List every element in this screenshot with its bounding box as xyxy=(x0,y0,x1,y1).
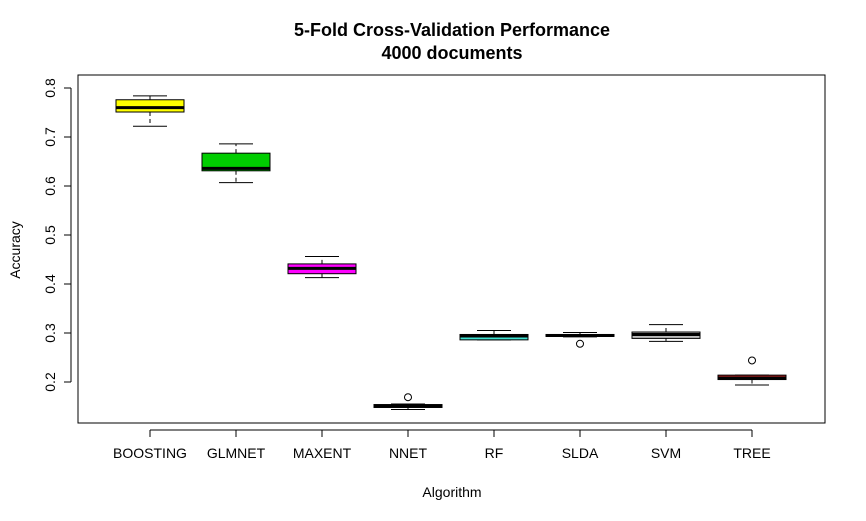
y-tick-label: 0.6 xyxy=(42,176,58,196)
chart-title: 5-Fold Cross-Validation Performance xyxy=(294,20,610,40)
x-axis: BOOSTING GLMNET MAXENT NNET RF SLDA SVM TREE xyxy=(113,429,771,461)
y-tick-label: 0.4 xyxy=(42,274,58,294)
box-svm xyxy=(631,324,701,342)
box-slda xyxy=(545,332,615,348)
plot-frame xyxy=(77,74,826,424)
outlier-point xyxy=(404,393,412,402)
y-tick-label: 0.3 xyxy=(42,323,58,343)
y-tick-label: 0.8 xyxy=(42,78,58,98)
y-tick-label: 0.5 xyxy=(42,225,58,245)
x-tick-label: SVM xyxy=(651,445,681,461)
box-boosting xyxy=(115,95,185,127)
y-tick-label: 0.2 xyxy=(42,372,58,392)
y-axis-label: Accuracy xyxy=(7,221,23,279)
x-tick-label: NNET xyxy=(389,445,428,461)
y-tick-label: 0.7 xyxy=(42,127,58,147)
x-tick-label: BOOSTING xyxy=(113,445,187,461)
x-tick-label: GLMNET xyxy=(207,445,266,461)
y-axis: 0.2 0.3 0.4 0.5 0.6 0.7 0.8 xyxy=(42,78,72,392)
box-maxent xyxy=(287,256,357,279)
box-body xyxy=(201,152,271,172)
box-nnet xyxy=(373,393,443,410)
x-tick-label: MAXENT xyxy=(293,445,352,461)
box-tree xyxy=(717,356,787,386)
x-tick-label: TREE xyxy=(733,445,770,461)
outlier-point xyxy=(576,339,584,348)
x-tick-label: SLDA xyxy=(562,445,599,461)
outlier-point xyxy=(748,356,756,365)
chart-subtitle: 4000 documents xyxy=(381,43,522,63)
boxes-group xyxy=(115,95,787,410)
box-rf xyxy=(459,330,529,341)
box-body xyxy=(115,99,185,113)
x-tick-label: RF xyxy=(485,445,504,461)
box-glmnet xyxy=(201,143,271,184)
x-axis-label: Algorithm xyxy=(422,484,481,500)
